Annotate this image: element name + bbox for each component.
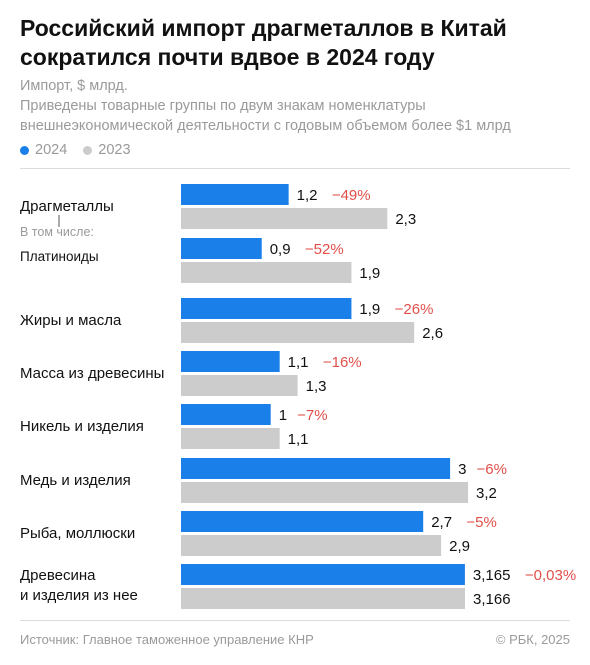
bar-2024	[181, 351, 280, 372]
bar-2023	[181, 588, 465, 609]
legend-label-2024: 2024	[35, 142, 68, 158]
category-label: Рыба, моллюски	[20, 525, 135, 542]
value-label-2024: 3	[458, 461, 466, 478]
change-label: −26%	[395, 301, 434, 318]
bar-2024	[181, 511, 424, 532]
category-label: Древесина и изделия из нее	[20, 567, 138, 604]
category-label: Никель и изделия	[20, 418, 144, 435]
bar-2024	[181, 238, 262, 259]
category-label: Драгметаллы	[20, 198, 114, 215]
bar-2023	[181, 208, 388, 229]
top-divider	[20, 168, 570, 169]
category-label: Жиры и масла	[20, 312, 122, 329]
change-label: −7%	[297, 407, 327, 424]
bar-2024	[181, 564, 465, 585]
note-label: Приведены товарные группы по двум знакам…	[20, 98, 511, 134]
value-label-2023: 2,9	[449, 538, 470, 555]
chart-subtitle: Импорт, $ млрд. Приведены товарные групп…	[20, 76, 580, 136]
chart-title: Российский импорт драгметаллов в Китай с…	[20, 15, 507, 70]
bottom-divider	[20, 620, 570, 621]
legend-dot-2024	[20, 145, 29, 155]
change-label: −49%	[332, 187, 371, 204]
category-label: Платиноиды	[20, 249, 99, 264]
bar-2023	[181, 375, 298, 396]
value-label-2024: 0,9	[270, 241, 291, 258]
bar-2023	[181, 322, 415, 343]
value-label-2023: 1,1	[288, 431, 309, 448]
value-label-2024: 1,1	[288, 354, 309, 371]
value-label-2023: 1,3	[306, 378, 327, 395]
change-label: −6%	[477, 461, 507, 478]
value-label-2023: 2,3	[395, 211, 416, 228]
change-label: −0,03%	[525, 567, 576, 584]
category-label: Медь и изделия	[20, 472, 131, 489]
value-label-2023: 1,9	[359, 265, 380, 282]
change-label: −16%	[323, 354, 362, 371]
bar-2023	[181, 535, 442, 556]
bar-2023	[181, 482, 469, 503]
value-label-2024: 3,165	[473, 567, 511, 584]
bar-2024	[181, 184, 289, 205]
legend: 2024 2023	[20, 142, 131, 158]
bar-2024	[181, 298, 352, 319]
bar-2024	[181, 458, 451, 479]
change-label: −52%	[305, 241, 344, 258]
value-label-2023: 3,2	[476, 485, 497, 502]
legend-dot-2023	[83, 145, 93, 155]
value-label-2024: 1,9	[359, 301, 380, 318]
bar-2023	[181, 262, 352, 283]
value-label-2024: 2,7	[431, 514, 452, 531]
bar-2023	[181, 428, 280, 449]
legend-item-2023: 2023	[83, 142, 131, 158]
footer: Источник: Главное таможенное управление …	[20, 632, 570, 647]
source-text: Источник: Главное таможенное управление …	[20, 632, 314, 647]
unit-label: Импорт, $ млрд.	[20, 78, 128, 94]
value-label-2024: 1	[279, 407, 287, 424]
legend-label-2023: 2023	[98, 142, 131, 158]
category-label: Масса из древесины	[20, 365, 164, 382]
bar-chart: 1,2 −49% 2,3 Драгметаллы 0,9 −52% 1,9 Платиноид…	[20, 184, 576, 609]
value-label-2023: 2,6	[422, 325, 443, 342]
bar-2024	[181, 404, 271, 425]
value-label-2023: 3,166	[473, 591, 511, 608]
change-label: −5%	[466, 514, 496, 531]
value-label-2024: 1,2	[297, 187, 318, 204]
legend-item-2024: 2024	[20, 142, 67, 158]
sublabel: В том числе:	[20, 225, 94, 239]
copyright-text: © РБК, 2025	[495, 632, 570, 647]
